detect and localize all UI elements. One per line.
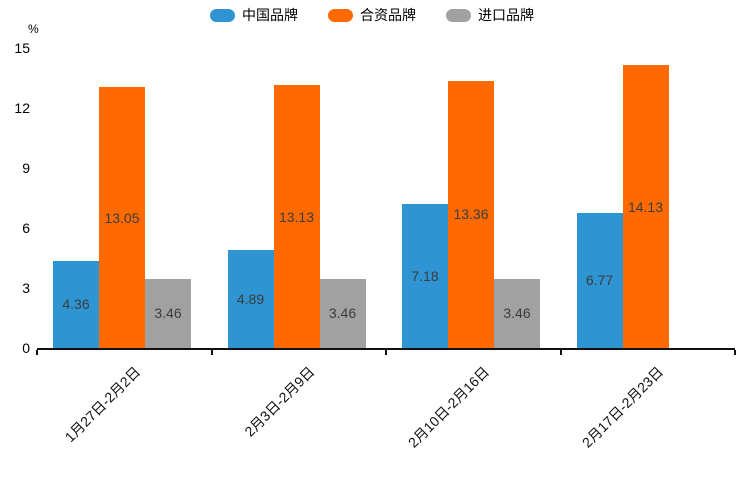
legend-swatch-icon (446, 8, 471, 22)
x-axis-line (37, 348, 735, 350)
legend-item-3[interactable]: 进口品牌 (446, 6, 534, 24)
bar-进口品牌-3: 3.46 (494, 278, 540, 348)
y-axis-tick-label: 15 (14, 40, 30, 56)
bar-进口品牌-1: 3.46 (145, 278, 191, 348)
bar-value-label: 13.36 (453, 206, 489, 223)
y-axis-tick-label: 3 (22, 280, 30, 296)
bar-value-label: 14.13 (627, 198, 664, 215)
x-axis-tick-mark (734, 350, 736, 355)
x-axis-tick-mark (385, 350, 387, 355)
bar-中国品牌-1: 4.36 (53, 260, 99, 348)
bar-value-label: 3.46 (503, 305, 531, 322)
bar-中国品牌-3: 7.18 (402, 204, 448, 348)
bar-合资品牌-4: 14.13 (622, 65, 669, 348)
bar-value-label: 13.05 (104, 209, 140, 226)
bar-合资品牌-2: 13.13 (273, 85, 320, 348)
legend-item-1[interactable]: 中国品牌 (210, 6, 298, 24)
x-axis-category-label: 1月27日-2月2日 (61, 363, 143, 446)
y-axis-tick-label: 9 (22, 160, 30, 176)
bar-中国品牌-4: 6.77 (576, 212, 623, 348)
bar-value-label: 3.46 (328, 305, 357, 322)
bar-value-label: 6.77 (585, 272, 614, 289)
legend-item-label: 进口品牌 (478, 7, 534, 23)
bar-中国品牌-2: 4.89 (227, 250, 274, 348)
x-axis-tick-mark (559, 350, 562, 355)
bar-value-label: 4.89 (236, 291, 265, 308)
y-axis-tick-label: 6 (22, 220, 30, 236)
y-axis-tick-label: 0 (22, 340, 30, 356)
x-axis-tick-mark (36, 350, 38, 355)
bar-合资品牌-3: 13.36 (448, 80, 494, 348)
legend: 中国品牌 合资品牌 进口品牌 (0, 6, 744, 24)
x-axis-tick-mark (210, 350, 213, 355)
bar-value-label: 4.36 (62, 296, 90, 313)
legend-swatch-icon (210, 8, 235, 22)
legend-item-label: 合资品牌 (360, 7, 416, 23)
bar-value-label: 3.46 (154, 305, 182, 322)
legend-item-2[interactable]: 合资品牌 (328, 6, 416, 24)
x-axis-category-label: 2月17日-2月23日 (579, 363, 667, 451)
legend-item-label: 中国品牌 (242, 7, 298, 23)
legend-swatch-icon (328, 8, 353, 22)
bar-合资品牌-1: 13.05 (99, 87, 145, 348)
y-axis-unit-label: % (28, 22, 39, 36)
y-axis-tick-label: 12 (14, 100, 30, 116)
x-axis-category-label: 2月10日-2月16日 (404, 363, 492, 451)
bar-value-label: 13.13 (278, 208, 315, 225)
bar-value-label: 7.18 (411, 268, 439, 285)
bar-进口品牌-2: 3.46 (319, 278, 366, 348)
x-axis-category-label: 2月3日-2月9日 (241, 363, 318, 440)
